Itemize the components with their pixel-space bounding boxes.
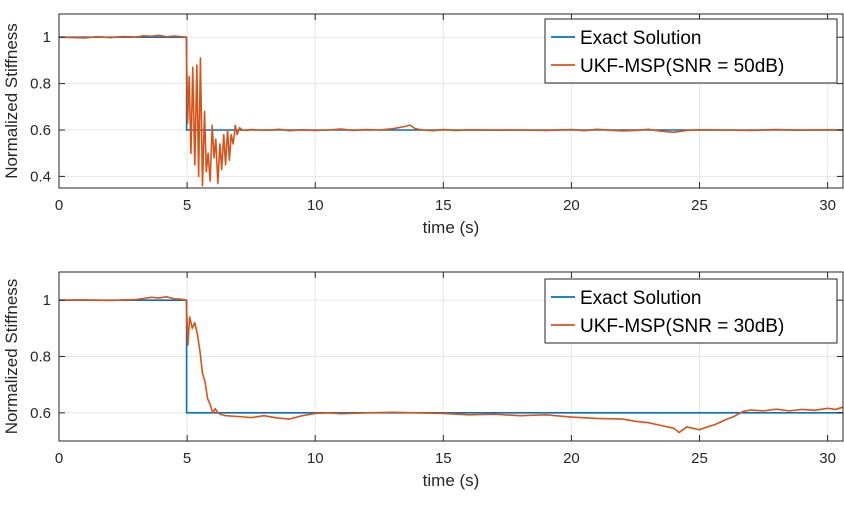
legend-box: [544, 18, 838, 84]
y-tick-label: 1: [43, 29, 51, 46]
x-tick-label: 30: [819, 450, 836, 467]
x-tick-label: 15: [435, 197, 452, 214]
axes-box: [58, 13, 844, 189]
x-tick-label: 10: [307, 197, 324, 214]
x-tick-label: 20: [563, 450, 580, 467]
legend-entry: UKF-MSP(SNR = 50dB): [580, 56, 784, 77]
x-tick-label: 25: [691, 197, 708, 214]
legend-entry: Exact Solution: [580, 288, 701, 309]
x-tick-label: 0: [55, 450, 63, 467]
y-tick-label: 0.8: [30, 349, 51, 366]
y-tick-label: 0.8: [30, 76, 51, 93]
x-tick-label: 15: [435, 450, 452, 467]
legend: Exact Solution UKF-MSP(SNR = 30dB): [544, 278, 838, 344]
legend: Exact Solution UKF-MSP(SNR = 50dB): [544, 18, 838, 84]
y-tick-label: 0.4: [30, 168, 51, 185]
chart-panel-1: 0 5 10 15 20 25 30 0.4 0.6 0.8 1 time (s) Normalized…: [2, 13, 844, 237]
x-tick-label: 20: [563, 197, 580, 214]
x-tick-label: 30: [819, 197, 836, 214]
y-tick-label: 0.6: [30, 405, 51, 422]
x-tick-label: 5: [183, 450, 191, 467]
x-tick-label: 5: [183, 197, 191, 214]
legend-box: [544, 278, 838, 344]
y-axis-label: Normalized Stiffness: [2, 279, 21, 435]
chart-panel-2: 0 5 10 15 20 25 30 0.6 0.8 1 time (s) Normalized St…: [2, 271, 844, 490]
series-line-ukf-msp: [58, 295, 844, 434]
x-axis-label: time (s): [423, 218, 480, 237]
legend-entry: Exact Solution: [580, 28, 701, 49]
y-axis-label: Normalized Stiffness: [2, 23, 21, 179]
x-tick-label: 0: [55, 197, 63, 214]
y-tick-label: 0.6: [30, 122, 51, 139]
y-tick-label: 1: [43, 292, 51, 309]
x-tick-label: 10: [307, 450, 324, 467]
series-line-ukf-msp: [58, 34, 844, 187]
legend-entry: UKF-MSP(SNR = 30dB): [580, 316, 784, 337]
x-axis-label: time (s): [423, 471, 480, 490]
x-tick-label: 25: [691, 450, 708, 467]
